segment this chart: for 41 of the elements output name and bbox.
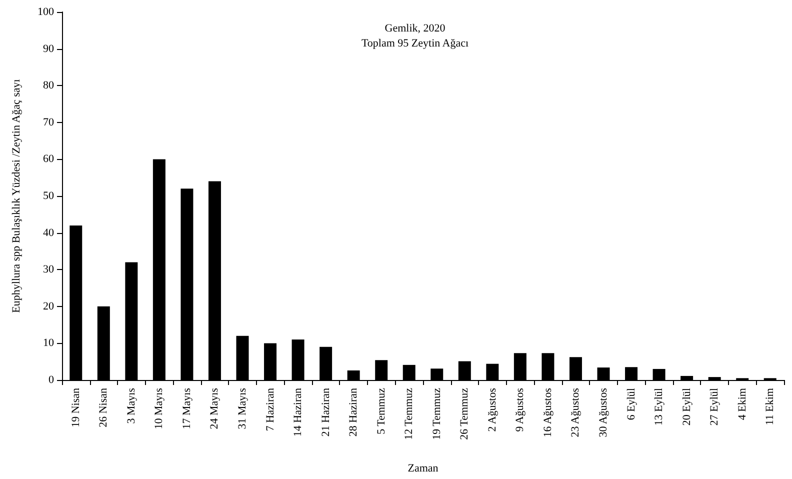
x-tick-label: 24 Mayıs (208, 388, 221, 430)
x-tick-label: 3 Mayıs (125, 388, 138, 424)
y-tick-label: 20 (43, 300, 54, 312)
y-tick-label: 90 (43, 42, 54, 55)
x-tick-label: 10 Mayıs (153, 388, 166, 430)
x-tick-label: 23 Ağustos (570, 388, 582, 438)
x-tick-label: 28 Haziran (348, 388, 360, 437)
x-tick-label: 21 Haziran (320, 388, 332, 437)
x-tick-label: 7 Haziran (264, 388, 276, 432)
x-tick-label: 30 Ağustos (598, 388, 610, 438)
y-tick-label: 30 (43, 264, 54, 276)
y-tick-label: 40 (43, 226, 54, 239)
x-tick-label: 14 Haziran (292, 388, 304, 437)
y-tick-label: 50 (43, 190, 54, 202)
x-tick-label: 19 Nisan (70, 388, 82, 428)
x-tick-label: 5 Temmuz (375, 388, 388, 434)
text: Gemlik, 2020 (384, 22, 446, 34)
y-tick-label: 60 (43, 153, 54, 166)
text: Toplam 95 Zeytin Ağacı (361, 38, 469, 50)
x-tick-label: 27 Eylül (708, 388, 721, 426)
x-tick-label: 26 Temmuz (458, 388, 471, 440)
x-tick-label: 19 Temmuz (430, 388, 443, 440)
x-tick-label: 11 Ekim (764, 388, 776, 426)
y-tick-label: 100 (38, 6, 54, 18)
x-tick-label: 20 Eylül (680, 388, 693, 426)
y-axis-title: Euphyllura spp Bulaşıklık Yüzdesi /Zeytin Ağaç sayı (10, 79, 22, 313)
y-tick-label: 70 (43, 116, 54, 128)
x-tick-label: 2 Ağustos (486, 388, 498, 432)
x-tick-label: 13 Eylül (653, 388, 666, 426)
x-tick-label: 17 Mayıs (180, 388, 193, 430)
x-tick-label: 4 Ekim (736, 388, 748, 420)
y-tick-label: 10 (43, 337, 54, 350)
x-tick-label: 16 Ağustos (542, 388, 554, 438)
x-tick-label: 6 Eylül (625, 388, 638, 420)
y-tick-label: 0 (48, 374, 54, 386)
x-axis-title: Zaman (408, 462, 439, 474)
y-tick-label: 80 (43, 80, 54, 92)
x-tick-label: 9 Ağustos (514, 388, 526, 432)
x-tick-label: 26 Nisan (98, 388, 110, 428)
x-tick-label: 31 Mayıs (236, 388, 248, 430)
x-tick-label: 12 Temmuz (403, 388, 416, 440)
